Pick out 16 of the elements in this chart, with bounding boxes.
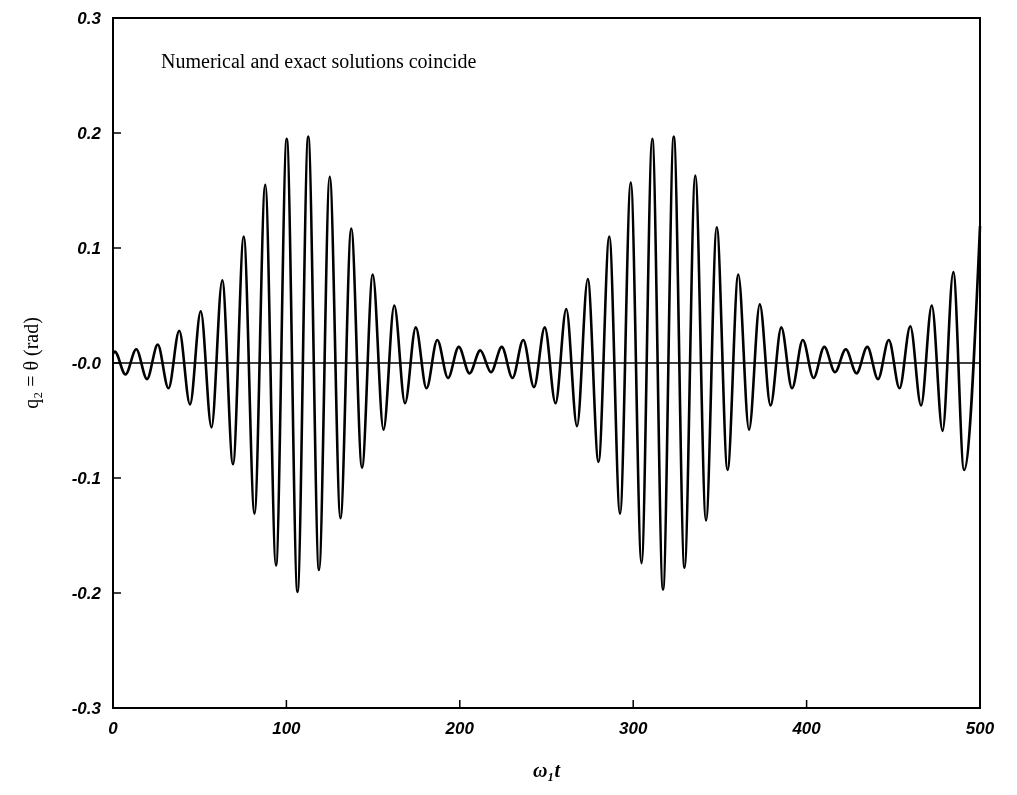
y-tick-label: -0.3 [71,698,102,718]
y-tick-label: 0.3 [77,8,102,28]
x-tick-label: 100 [272,719,302,738]
x-tick-label: 200 [444,719,475,738]
x-tick-label: 400 [791,719,822,738]
x-axis-title: ω₁t [533,759,562,781]
y-tick-label: -0.2 [71,583,102,603]
y-tick-label: -0.0 [71,353,102,373]
y-axis-title: q₂ = θ (rad) [20,317,43,409]
y-tick-label: -0.1 [71,468,101,488]
x-tick-label: 300 [619,719,648,738]
annotation: Numerical and exact solutions coincide [161,50,477,72]
x-tick-label: 500 [965,719,995,738]
y-tick-label: 0.1 [77,238,101,258]
y-tick-label: 0.2 [77,123,102,143]
x-tick-label: 0 [108,719,119,738]
